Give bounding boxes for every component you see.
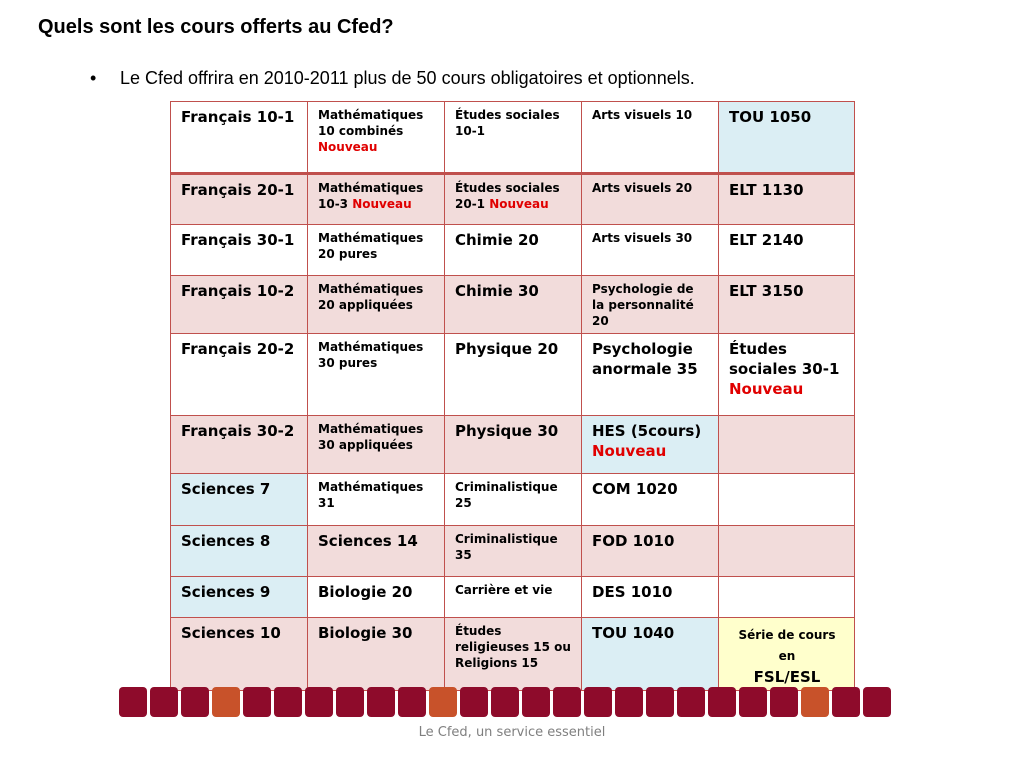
strip-square <box>398 687 426 717</box>
table-cell: TOU 1050 <box>718 101 855 175</box>
table-cell <box>718 575 855 618</box>
table-row: Français 20-1 Mathématiques 10-3 Nouveau… <box>170 173 855 225</box>
nouveau-label: Nouveau <box>729 380 804 399</box>
table-row: Français 30-2 Mathématiques 30 appliquée… <box>170 414 855 474</box>
table-row: Sciences 8 Sciences 14 Criminalistique 3… <box>170 524 855 577</box>
table-cell: Sciences 7 <box>170 472 308 526</box>
table-cell: Physique 30 <box>444 414 582 474</box>
strip-square <box>646 687 674 717</box>
table-cell: DES 1010 <box>581 575 719 618</box>
table-cell <box>718 472 855 526</box>
table-row: Français 30-1 Mathématiques 20 pures Chi… <box>170 224 855 276</box>
strip-square <box>243 687 271 717</box>
strip-square <box>770 687 798 717</box>
table-cell: Français 30-2 <box>170 414 308 474</box>
table-row: Sciences 10 Biologie 30 Études religieus… <box>170 616 855 692</box>
table-row: Sciences 9 Biologie 20 Carrière et vie D… <box>170 575 855 618</box>
strip-square <box>522 687 550 717</box>
footer-text: Le Cfed, un service essentiel <box>418 725 606 740</box>
nouveau-label: Nouveau <box>592 441 667 460</box>
table-cell: Carrière et vie <box>444 575 582 618</box>
table-cell: Sciences 9 <box>170 575 308 618</box>
table-cell: Études religieuses 15 ou Religions 15 <box>444 616 582 692</box>
strip-square <box>491 687 519 717</box>
strip-square <box>615 687 643 717</box>
table-cell: Mathématiques 20 appliquées <box>307 275 445 334</box>
table-cell: FOD 1010 <box>581 524 719 577</box>
strip-square <box>801 687 829 717</box>
strip-square <box>677 687 705 717</box>
bullet-text: Le Cfed offrira en 2010-2011 plus de 50 … <box>120 68 695 88</box>
nouveau-label: Nouveau <box>352 197 412 212</box>
strip-square <box>429 687 457 717</box>
strip-square <box>584 687 612 717</box>
courses-table: Français 10-1 Mathématiques 10 combinés N… <box>170 101 855 692</box>
strip-square <box>460 687 488 717</box>
bullet-symbol: • <box>90 68 97 88</box>
strip-square <box>274 687 302 717</box>
decorative-squares-strip <box>119 687 894 717</box>
table-cell: Français 10-2 <box>170 275 308 334</box>
table-cell: Criminalistique 25 <box>444 472 582 526</box>
table-cell: Études sociales 20-1 Nouveau <box>444 173 582 225</box>
strip-square <box>832 687 860 717</box>
slide-title: Quels sont les cours offerts au Cfed? <box>38 16 394 38</box>
table-cell: Études sociales 10-1 <box>444 101 582 175</box>
table-cell: Mathématiques 10-3 Nouveau <box>307 173 445 225</box>
table-cell: Criminalistique 35 <box>444 524 582 577</box>
table-cell: Arts visuels 30 <box>581 224 719 276</box>
table-cell: Français 20-2 <box>170 332 308 416</box>
table-cell: Mathématiques 30 pures <box>307 332 445 416</box>
table-cell: TOU 1040 <box>581 616 719 692</box>
table-cell: Arts visuels 20 <box>581 173 719 225</box>
table-cell <box>718 414 855 474</box>
table-row: Sciences 7 Mathématiques 31 Criminalisti… <box>170 472 855 526</box>
table-row: Français 10-2 Mathématiques 20 appliquée… <box>170 275 855 334</box>
table-cell: Sciences 10 <box>170 616 308 692</box>
table-cell: Série de cours en FSL/ESL <box>718 616 855 692</box>
table-cell: HES (5cours) Nouveau <box>581 414 719 474</box>
table-cell: ELT 2140 <box>718 224 855 276</box>
table-cell: Sciences 8 <box>170 524 308 577</box>
strip-square <box>708 687 736 717</box>
nouveau-label: Nouveau <box>318 140 378 155</box>
strip-square <box>119 687 147 717</box>
table-cell: Français 10-1 <box>170 101 308 175</box>
strip-square <box>212 687 240 717</box>
strip-square <box>305 687 333 717</box>
table-cell: Français 20-1 <box>170 173 308 225</box>
table-cell: Biologie 20 <box>307 575 445 618</box>
strip-square <box>863 687 891 717</box>
strip-square <box>181 687 209 717</box>
table-cell: Sciences 14 <box>307 524 445 577</box>
table-row: Français 20-2 Mathématiques 30 pures Phy… <box>170 332 855 416</box>
table-cell: Mathématiques 10 combinés Nouveau <box>307 101 445 175</box>
table-cell: Biologie 30 <box>307 616 445 692</box>
table-cell: Mathématiques 20 pures <box>307 224 445 276</box>
strip-square <box>150 687 178 717</box>
table-cell: Chimie 30 <box>444 275 582 334</box>
table-cell: ELT 1130 <box>718 173 855 225</box>
strip-square <box>553 687 581 717</box>
table-cell: Mathématiques 30 appliquées <box>307 414 445 474</box>
nouveau-label: Nouveau <box>489 197 549 212</box>
table-row: Français 10-1 Mathématiques 10 combinés N… <box>170 101 855 175</box>
strip-square <box>367 687 395 717</box>
table-cell: COM 1020 <box>581 472 719 526</box>
bullet-item: • Le Cfed offrira en 2010-2011 plus de 50… <box>90 68 695 89</box>
table-cell: Psychologie de la personnalité 20 <box>581 275 719 334</box>
strip-square <box>739 687 767 717</box>
table-cell: Mathématiques 31 <box>307 472 445 526</box>
table-cell: Français 30-1 <box>170 224 308 276</box>
table-cell: Psychologie anormale 35 <box>581 332 719 416</box>
table-cell: Physique 20 <box>444 332 582 416</box>
table-cell: Arts visuels 10 <box>581 101 719 175</box>
table-cell: Études sociales 30-1 Nouveau <box>718 332 855 416</box>
strip-square <box>336 687 364 717</box>
table-cell: Chimie 20 <box>444 224 582 276</box>
table-cell: ELT 3150 <box>718 275 855 334</box>
table-cell <box>718 524 855 577</box>
